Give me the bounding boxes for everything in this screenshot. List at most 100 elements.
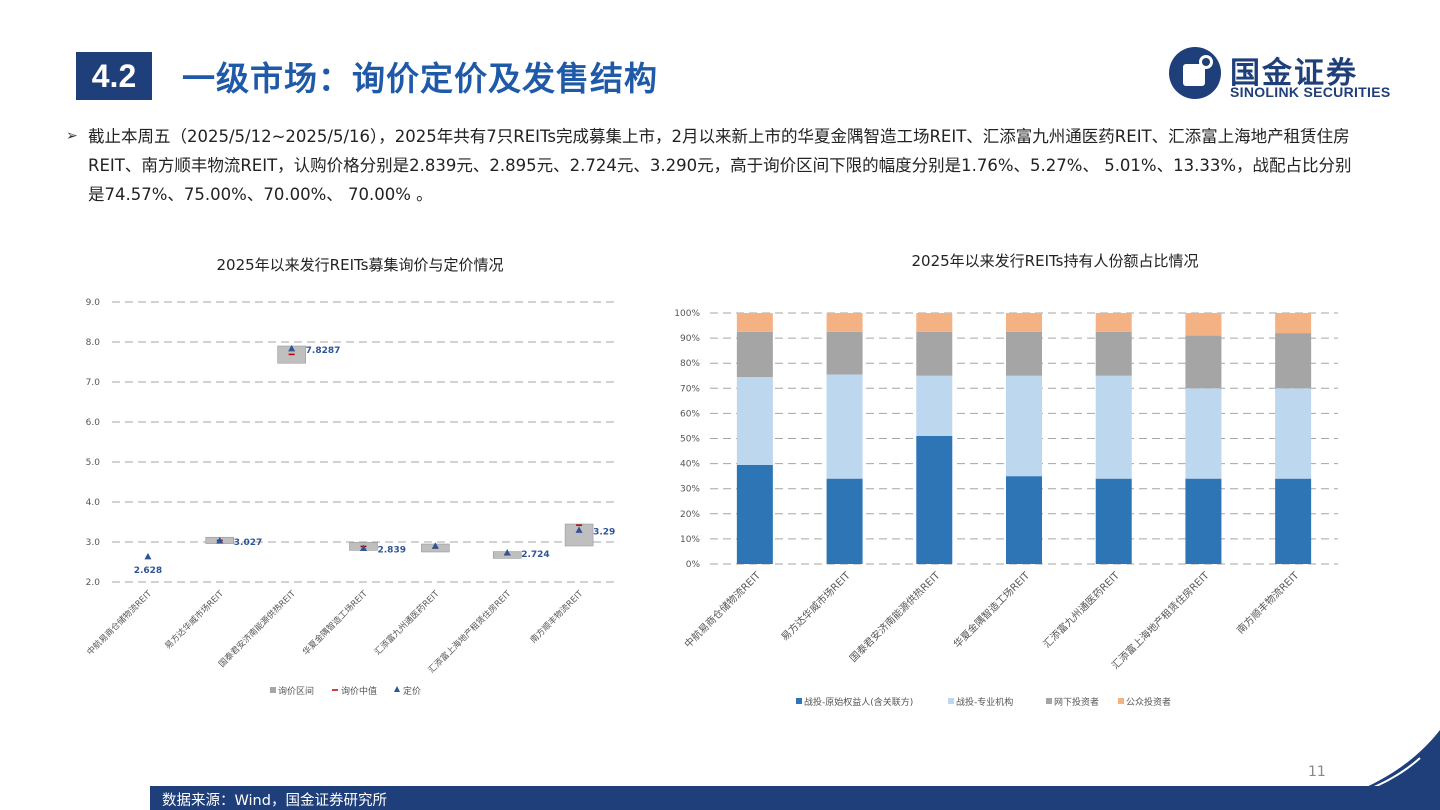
stacked-bar-segment — [1185, 478, 1222, 564]
x-category-label: 汇添富上海地产租赁住房REIT — [426, 588, 514, 676]
bullet-arrow-icon: ➢ — [66, 128, 78, 144]
stacked-bar-segment — [826, 478, 863, 564]
y-tick-label: 3.0 — [86, 538, 101, 548]
data-source-note: 数据来源：Wind，国金证券研究所 — [162, 793, 387, 809]
y-tick-label: 6.0 — [86, 418, 101, 428]
x-category-label: 国泰君安济南能源供热REIT — [847, 568, 943, 664]
price-data-label: 2.839 — [378, 545, 406, 555]
legend-label: 公众投资者 — [1126, 696, 1171, 708]
price-data-label: 3.027 — [234, 538, 262, 548]
stacked-bar-segment — [1006, 313, 1042, 332]
y-tick-label: 9.0 — [86, 298, 101, 308]
stacked-bar-segment — [916, 331, 953, 376]
legend-label: 询价区间 — [278, 685, 314, 697]
x-category-label: 汇添富上海地产租赁住房REIT — [1109, 568, 1212, 671]
legend-swatch — [1046, 698, 1052, 704]
stacked-bar-segment — [1275, 478, 1312, 564]
y-tick-label: 0% — [686, 560, 701, 570]
price-data-label: 3.29 — [593, 527, 615, 537]
y-tick-label: 7.0 — [86, 378, 101, 388]
stacked-bar-segment — [1006, 375, 1042, 477]
left-chart-title: 2025年以来发行REITs募集询价与定价情况 — [216, 256, 504, 274]
y-tick-label: 80% — [680, 359, 700, 369]
x-category-label: 国泰君安济南能源供热REIT — [216, 588, 298, 670]
y-tick-label: 40% — [680, 460, 700, 470]
x-category-label: 中航易商仓储物流REIT — [85, 588, 155, 658]
price-data-label: 2.724 — [521, 550, 549, 560]
stacked-bar-segment — [1095, 375, 1132, 479]
y-tick-label: 50% — [680, 435, 700, 445]
y-tick-label: 5.0 — [86, 458, 101, 468]
x-category-label: 南方顺丰物流REIT — [1234, 568, 1302, 636]
stacked-bar-segment — [916, 313, 953, 332]
y-tick-label: 2.0 — [86, 578, 101, 588]
legend-swatch-price — [394, 686, 400, 692]
legend-swatch — [948, 698, 954, 704]
legend-swatch-range — [270, 687, 276, 693]
footer-bar — [150, 786, 1440, 810]
holder-share-chart: 0% 10% 20% 30% 40% 50% 60% 70% 80% 90% 100% 中航易商仓储物… — [674, 309, 1338, 708]
y-tick-label: 4.0 — [86, 498, 101, 508]
sinolink-logo-icon — [1169, 47, 1221, 99]
summary-text: 截止本周五（2025/5/12~2025/5/16），2025年共有7只REIT… — [88, 127, 1352, 204]
x-category-label: 华夏金隅智造工场REIT — [951, 568, 1033, 650]
price-marker — [575, 526, 583, 533]
x-category-label: 汇添富九州通医药REIT — [1040, 568, 1122, 650]
range-bar — [564, 523, 594, 547]
x-category-label: 南方顺丰物流REIT — [528, 588, 586, 646]
stacked-bar-segment — [826, 374, 863, 479]
y-tick-label: 20% — [680, 510, 700, 520]
y-tick-label: 10% — [680, 535, 700, 545]
price-marker — [288, 344, 296, 352]
x-category-label: 易方达华威市场REIT — [163, 588, 227, 652]
y-tick-label: 8.0 — [86, 338, 101, 348]
stacked-bar-segment — [1095, 313, 1132, 332]
price-data-label: 7.8287 — [306, 346, 341, 356]
legend-label: 战投-原始权益人(含关联方) — [804, 696, 913, 708]
stacked-bar-segment — [1185, 335, 1222, 389]
x-category-label: 中航易商仓储物流REIT — [681, 568, 763, 650]
stacked-bar-segment — [1006, 476, 1042, 564]
stacked-bar-segment — [1095, 331, 1132, 376]
y-tick-label: 90% — [680, 334, 700, 344]
x-category-label: 汇添富九州通医药REIT — [372, 588, 442, 658]
stacked-bar-segment — [916, 375, 953, 436]
stacked-bar-segment — [826, 313, 863, 332]
legend-label: 网下投资者 — [1054, 696, 1099, 708]
summary-bullet: ➢ 截止本周五（2025/5/12~2025/5/16），2025年共有7只RE… — [66, 122, 1358, 209]
price-marker — [431, 542, 439, 549]
stacked-bar-segment — [826, 331, 863, 375]
price-marker — [144, 552, 152, 560]
page-number: 11 — [1308, 764, 1326, 780]
price-marker — [360, 544, 367, 551]
stacked-bar-segment — [736, 464, 773, 564]
page-title: 一级市场：询价定价及发售结构 — [182, 59, 658, 98]
stacked-bar-segment — [916, 435, 953, 564]
stacked-bar-segment — [736, 331, 773, 378]
y-tick-label: 30% — [680, 485, 700, 495]
company-logo: 国金证券 SINOLINK SECURITIES — [1168, 44, 1408, 104]
logo-english-name: SINOLINK SECURITIES — [1230, 84, 1391, 100]
y-tick-label: 70% — [680, 384, 700, 394]
legend-label: 询价中值 — [341, 685, 377, 697]
stacked-bar-segment — [1006, 331, 1042, 376]
price-data-label: 2.628 — [134, 566, 162, 576]
stacked-bar-segment — [1275, 388, 1312, 479]
y-tick-label: 60% — [680, 409, 700, 419]
stacked-bar-segment — [736, 377, 773, 465]
legend-label: 定价 — [403, 685, 421, 697]
stacked-bar-segment — [1275, 333, 1312, 389]
legend-label: 战投-专业机构 — [956, 696, 1013, 708]
stacked-bar-segment — [736, 313, 773, 332]
x-category-label: 易方达华威市场REIT — [778, 568, 853, 643]
price-marker — [216, 536, 224, 544]
logo-chinese-name: 国金证券 — [1230, 56, 1358, 91]
stacked-bar-segment — [1185, 313, 1222, 336]
stacked-bar-segment — [1095, 478, 1132, 564]
section-number-badge: 4.2 — [76, 52, 152, 100]
stacked-bar-segment — [1275, 313, 1312, 334]
y-tick-label: 100% — [674, 309, 700, 319]
stacked-bar-segment — [1185, 388, 1222, 479]
price-marker — [503, 549, 511, 556]
pricing-range-chart: 2.0 3.0 4.0 5.0 6.0 7.0 8.0 9.0 2.628 中航易商仓储物流REI… — [85, 298, 616, 697]
